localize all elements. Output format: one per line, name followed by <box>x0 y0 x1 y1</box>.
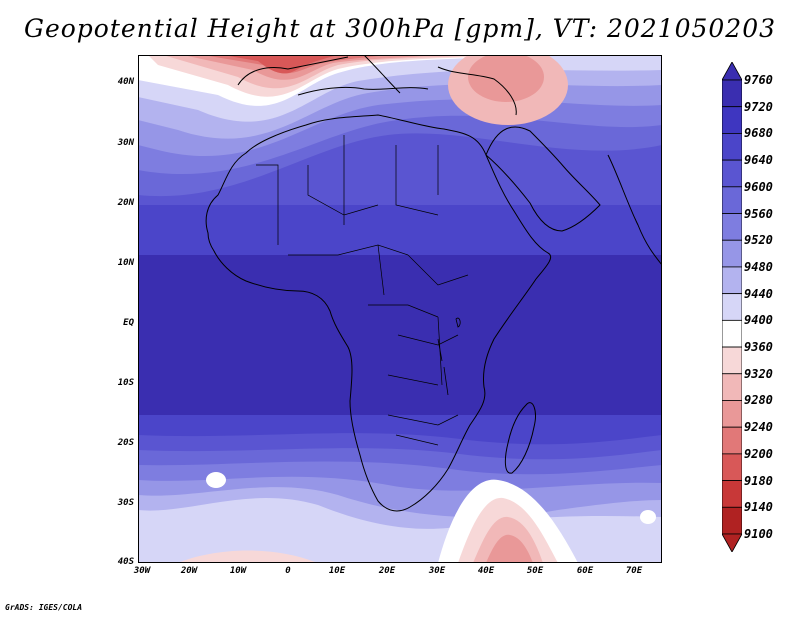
lat-label-20n: 20N <box>117 198 134 208</box>
field-lobe-sw-pink <box>178 550 318 563</box>
credit-text: GrADS: IGES/COLA <box>5 603 83 612</box>
colorbar-swatch <box>722 480 742 508</box>
madagascar-coastline <box>504 402 536 474</box>
lon-label-0: 0 <box>285 566 291 576</box>
colorbar-top-arrow <box>722 62 742 81</box>
india-coastline <box>607 154 662 266</box>
lon-label-50e: 50E <box>526 566 544 576</box>
colorbar-swatch <box>722 426 742 455</box>
africa-coastline <box>205 114 552 512</box>
arabia-coastline <box>485 126 601 232</box>
lat-label-10n: 10N <box>117 258 134 268</box>
colorbar-swatch <box>722 506 742 535</box>
lat-label-30n: 30N <box>117 138 134 148</box>
colorbar-swatch <box>722 159 742 188</box>
field-lobe-se-pink3 <box>486 534 533 563</box>
lon-label-20w: 20W <box>180 566 198 576</box>
chart-title: Geopotential Height at 300hPa [gpm], VT:… <box>23 14 777 43</box>
colorbar-swatch <box>722 453 742 481</box>
lat-label-10s: 10S <box>117 378 134 388</box>
lon-label-10w: 10W <box>229 566 247 576</box>
field-band-n13 <box>223 55 338 74</box>
colorbar-level-label: 9200 <box>744 446 773 461</box>
colorbar-level-label: 9520 <box>744 233 773 248</box>
colorbar-level-label: 9180 <box>744 473 773 488</box>
colorbar-level-label: 9400 <box>744 313 773 328</box>
colorbar-level-label: 9320 <box>744 366 773 381</box>
lon-label-10e: 10E <box>328 566 346 576</box>
colorbar-level-label: 9360 <box>744 340 773 355</box>
colorbar-level-label: 9480 <box>744 259 773 274</box>
colorbar-level-label: 9720 <box>744 99 773 114</box>
colorbar-level-label: 9240 <box>744 420 773 435</box>
colorbar-level-label: 9440 <box>744 286 773 301</box>
colorbar-swatch <box>722 400 742 428</box>
lat-label-eq: EQ <box>123 318 134 328</box>
lat-label-40s: 40S <box>117 557 134 567</box>
colorbar-swatch <box>722 266 742 295</box>
map-panel: 40N 30N 20N 10N EQ 10S 20S 30S 40S 30W 2… <box>118 55 662 576</box>
colorbar-level-label: 9140 <box>744 500 773 515</box>
colorbar-level-label: 9280 <box>744 393 773 408</box>
colorbar-bottom-arrow <box>722 533 742 552</box>
field-spot-east <box>640 510 656 524</box>
field-spot-sw <box>206 472 226 488</box>
colorbar-level-label: 9100 <box>744 527 773 541</box>
country-borders <box>256 135 469 446</box>
geopotential-field-map <box>138 55 662 563</box>
colorbar-level-label: 9640 <box>744 153 773 168</box>
europe-coastline <box>237 55 517 116</box>
colorbar-level-label: 9680 <box>744 126 773 141</box>
colorbar-level-label: 9760 <box>744 73 773 87</box>
colorbar-swatch <box>722 186 742 214</box>
lat-label-30s: 30S <box>117 498 134 508</box>
lat-label-20s: 20S <box>117 438 134 448</box>
colorbar-level-label: 9600 <box>744 179 773 194</box>
colorbar-level-label: 9560 <box>744 206 773 221</box>
colorbar-swatch <box>722 239 742 268</box>
lon-label-70e: 70E <box>625 566 643 576</box>
lon-label-40e: 40E <box>477 566 495 576</box>
colorbar-swatch <box>722 106 742 134</box>
colorbar-swatch <box>722 293 742 321</box>
lon-label-60e: 60E <box>576 566 594 576</box>
map-frame <box>138 55 662 563</box>
colorbar: 9760 9720 9680 9640 9600 9560 9520 9480 9440 9400… <box>722 62 778 552</box>
colorbar-swatch <box>722 319 742 348</box>
lon-label-20e: 20E <box>378 566 396 576</box>
great-lakes <box>437 317 461 396</box>
colorbar-swatch <box>722 373 742 401</box>
colorbar-swatch <box>722 346 742 375</box>
lat-label-40n: 40N <box>117 77 134 87</box>
lon-label-30w: 30W <box>133 566 151 576</box>
lon-label-30e: 30E <box>428 566 446 576</box>
colorbar-swatch <box>722 133 742 161</box>
field-blob-middle-east-2 <box>468 55 544 102</box>
colorbar-swatch <box>722 213 742 241</box>
colorbar-swatch <box>722 79 742 108</box>
colorbar-swatches <box>722 62 742 552</box>
